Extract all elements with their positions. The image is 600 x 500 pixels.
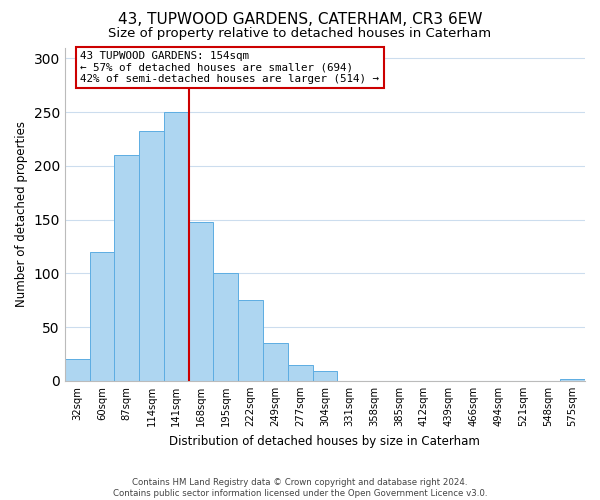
Bar: [214, 274, 238, 381]
Bar: [263, 344, 288, 381]
Bar: [288, 365, 313, 381]
Bar: [560, 379, 585, 381]
Text: Size of property relative to detached houses in Caterham: Size of property relative to detached ho…: [109, 28, 491, 40]
Bar: [164, 112, 188, 381]
Bar: [313, 372, 337, 381]
Bar: [238, 300, 263, 381]
Text: 43, TUPWOOD GARDENS, CATERHAM, CR3 6EW: 43, TUPWOOD GARDENS, CATERHAM, CR3 6EW: [118, 12, 482, 28]
X-axis label: Distribution of detached houses by size in Caterham: Distribution of detached houses by size …: [169, 434, 481, 448]
Text: 43 TUPWOOD GARDENS: 154sqm
← 57% of detached houses are smaller (694)
42% of sem: 43 TUPWOOD GARDENS: 154sqm ← 57% of deta…: [80, 51, 379, 84]
Text: Contains HM Land Registry data © Crown copyright and database right 2024.
Contai: Contains HM Land Registry data © Crown c…: [113, 478, 487, 498]
Bar: [65, 360, 89, 381]
Bar: [115, 155, 139, 381]
Bar: [139, 132, 164, 381]
Bar: [188, 222, 214, 381]
Bar: [89, 252, 115, 381]
Y-axis label: Number of detached properties: Number of detached properties: [15, 121, 28, 307]
